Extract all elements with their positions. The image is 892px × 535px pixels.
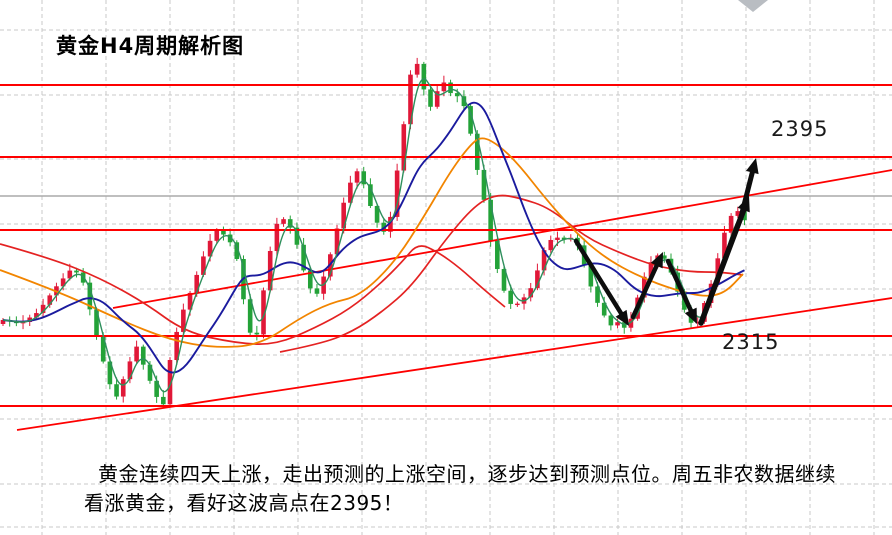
support-price-label: 2315 bbox=[722, 330, 780, 354]
scroll-indicator-triangle bbox=[738, 0, 768, 12]
trendlines-layer bbox=[16, 169, 892, 431]
horizontal-levels-layer bbox=[0, 84, 892, 407]
page-title: 黄金H4周期解析图 bbox=[56, 34, 245, 58]
commentary-text: 黄金连续四天上涨，走出预测的上涨空间，逐步达到预测点位。周五非农数据继续看涨黄金… bbox=[84, 462, 836, 515]
moving-averages-layer bbox=[0, 78, 745, 393]
prediction-arrows-layer bbox=[573, 158, 759, 326]
resistance-price-label: 2395 bbox=[771, 117, 829, 141]
